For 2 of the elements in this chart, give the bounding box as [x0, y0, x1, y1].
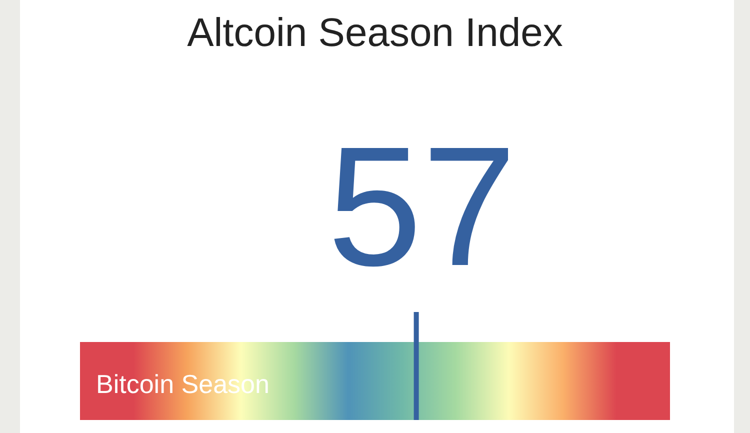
data-label: 57 [327, 112, 517, 302]
text: Altcoin Season Index [187, 11, 563, 55]
